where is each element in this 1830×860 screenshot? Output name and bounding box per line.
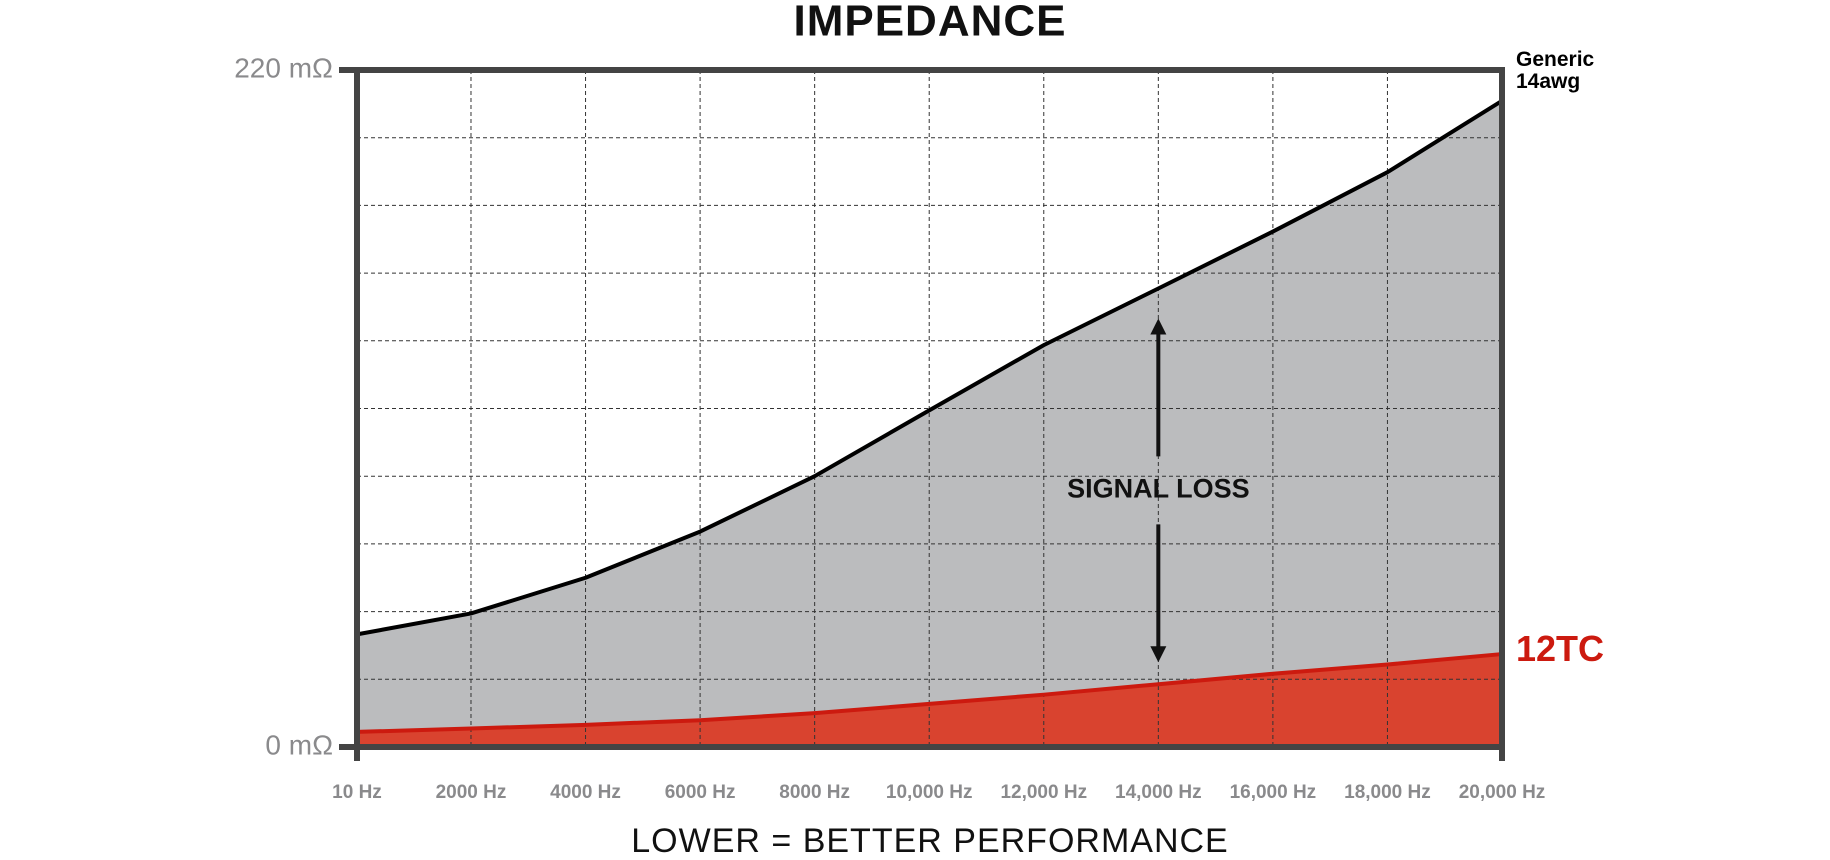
x-tick-label: 10 Hz xyxy=(332,782,382,803)
series-line xyxy=(356,652,1503,734)
x-tick-label: 18,000 Hz xyxy=(1344,782,1431,803)
x-tick-label: 2000 Hz xyxy=(436,782,507,803)
x-tick-label: 14,000 Hz xyxy=(1115,782,1202,803)
x-tick-label: 16,000 Hz xyxy=(1230,782,1317,803)
plot-frame xyxy=(354,67,1505,750)
chart-title: IMPEDANCE xyxy=(793,0,1066,46)
arrow-head xyxy=(1150,318,1167,335)
series-label: Generic 14awg xyxy=(1516,47,1595,93)
x-tick-label: 4000 Hz xyxy=(550,782,621,803)
y-tick-label: 220 mΩ xyxy=(234,52,333,83)
y-tick-label: 0 mΩ xyxy=(265,729,333,760)
x-tick-label: 8000 Hz xyxy=(779,782,850,803)
x-tick-label: 20,000 Hz xyxy=(1459,782,1546,803)
x-tick-label: 10,000 Hz xyxy=(886,782,973,803)
annotation: SIGNAL LOSS xyxy=(1067,473,1250,503)
x-tick-label: 12,000 Hz xyxy=(1000,782,1087,803)
series-line xyxy=(356,99,1504,637)
series-label: 12TC xyxy=(1516,628,1605,670)
x-tick-label: 6000 Hz xyxy=(665,782,736,803)
arrow-head xyxy=(1150,646,1167,663)
x-axis-label: LOWER = BETTER PERFORMANCE xyxy=(631,822,1228,860)
